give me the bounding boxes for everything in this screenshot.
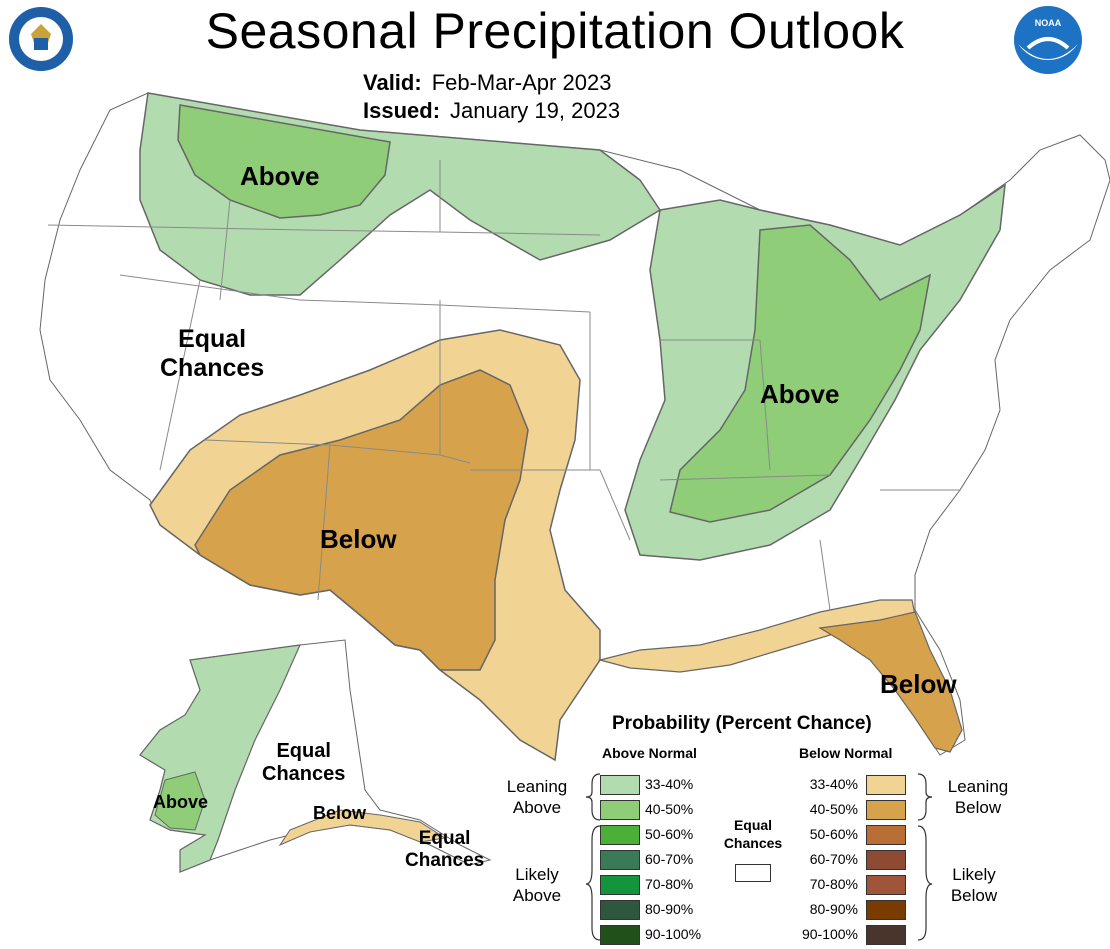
label-alaska-equal: Equal Chances: [262, 740, 345, 786]
valid-label: Valid:: [363, 70, 422, 95]
below-swatch-3: [866, 850, 906, 870]
equal-chances-line1: Equal: [733, 817, 773, 833]
noaa-logo-text: NOAA: [1035, 18, 1062, 28]
issued-value: January 19, 2023: [450, 98, 621, 123]
leaning-below-line1: Leaning: [947, 777, 1009, 796]
above-swatch-5: [600, 900, 640, 920]
below-label-6: 90-100%: [801, 926, 858, 942]
legend-below-header: Below Normal: [799, 745, 893, 761]
label-north-above: Above: [240, 161, 320, 191]
label-west-equal: Equal Chances: [160, 325, 264, 383]
label-alaska-above: Above: [153, 792, 209, 812]
below-label-4: 70-80%: [809, 876, 858, 892]
above-label-3: 60-70%: [645, 851, 694, 867]
below-swatch-0: [866, 775, 906, 795]
legend-braces: [585, 773, 933, 941]
legend-above-header: Above Normal: [602, 745, 697, 761]
likely-below-line2: Below: [950, 886, 998, 906]
above-label-1: 40-50%: [645, 801, 694, 817]
above-label-0: 33-40%: [645, 776, 694, 792]
below-swatch-2: [866, 825, 906, 845]
likely-above-line2: Above: [512, 886, 562, 906]
legend-leaning-above: Leaning Above: [498, 776, 576, 819]
commerce-seal-icon: [6, 4, 76, 74]
leaning-above-line1: Leaning: [506, 777, 568, 796]
label-alaska-below: Below: [313, 803, 367, 823]
above-swatch-1: [600, 800, 640, 820]
above-label-4: 70-80%: [645, 876, 694, 892]
below-label-5: 80-90%: [809, 901, 858, 917]
state-lines: [47, 160, 960, 611]
east-above-40: [669, 224, 932, 523]
legend-leaning-below: Leaning Below: [938, 776, 1018, 819]
label-alaska-se-equal: Equal Chances: [405, 828, 484, 872]
valid-line: Valid: Feb-Mar-Apr 2023: [363, 70, 611, 96]
legend-equal-chances: Equal Chances: [716, 817, 790, 852]
north-above-40: [177, 104, 391, 219]
above-swatch-0: [600, 775, 640, 795]
above-swatch-6: [600, 925, 640, 945]
above-swatch-4: [600, 875, 640, 895]
page-title: Seasonal Precipitation Outlook: [205, 3, 905, 59]
leaning-below-line2: Below: [954, 798, 1002, 818]
legend-likely-above: Likely Above: [498, 864, 576, 907]
likely-above-line1: Likely: [515, 865, 559, 884]
label-alaska-se-equal-line2: Chances: [405, 849, 485, 871]
issued-line: Issued: January 19, 2023: [363, 98, 620, 124]
legend-title: Probability (Percent Chance): [612, 713, 872, 734]
label-alaska-equal-line1: Equal: [276, 740, 331, 762]
below-label-3: 60-70%: [809, 851, 858, 867]
label-alaska-se-equal-line1: Equal: [418, 828, 471, 849]
valid-value: Feb-Mar-Apr 2023: [431, 70, 612, 95]
below-label-2: 50-60%: [809, 826, 858, 842]
likely-below-line1: Likely: [952, 865, 996, 884]
label-west-equal-line1: Equal: [178, 325, 247, 353]
label-alaska-equal-line2: Chances: [262, 763, 346, 785]
leaning-above-line2: Above: [512, 798, 562, 818]
above-label-2: 50-60%: [645, 826, 694, 842]
above-swatch-3: [600, 850, 640, 870]
sw-below-40: [194, 369, 529, 671]
florida-below-40: [818, 611, 963, 753]
label-florida-below: Below: [880, 669, 957, 699]
noaa-logo-icon: NOAA: [1012, 4, 1084, 76]
below-swatch-1: [866, 800, 906, 820]
alaska-above-40: [154, 771, 206, 831]
below-swatch-4: [866, 875, 906, 895]
label-west-equal-line2: Chances: [160, 353, 265, 382]
legend-equal-swatch: [735, 864, 771, 882]
below-label-1: 40-50%: [809, 801, 858, 817]
below-swatch-5: [866, 900, 906, 920]
below-swatch-6: [866, 925, 906, 945]
alaska-leaning-below: [278, 809, 447, 847]
below-label-0: 33-40%: [809, 776, 858, 792]
label-sw-below: Below: [320, 524, 397, 554]
above-label-5: 80-90%: [645, 901, 694, 917]
above-label-6: 90-100%: [645, 926, 702, 942]
equal-chances-line2: Chances: [723, 834, 783, 851]
label-east-above: Above: [760, 379, 840, 409]
legend-likely-below: Likely Below: [938, 864, 1010, 907]
above-swatch-2: [600, 825, 640, 845]
issued-label: Issued:: [363, 98, 441, 123]
